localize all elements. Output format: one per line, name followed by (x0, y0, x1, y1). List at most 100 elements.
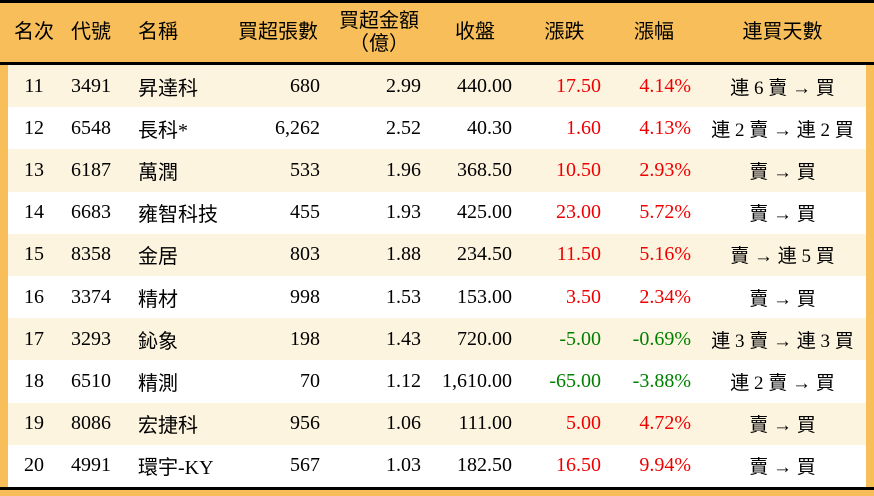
cell-pct: -3.88% (632, 369, 691, 392)
cell-code: 8086 (71, 412, 111, 435)
table-row: 16 3374 精材 998 1.53 153.00 3.50 2.34% 賣 … (8, 275, 866, 319)
col-header-change-label: 漲跌 (544, 21, 585, 43)
cell-volume: 533 (290, 158, 320, 181)
cell-amount: 1.88 (386, 243, 421, 266)
table-header-row: 名次 代號 名稱 買超張數 買超金額 （億） 收盤 漲跌 漲幅 連買天數 (8, 3, 866, 62)
table-row: 19 8086 宏捷科 956 1.06 111.00 5.00 4.72% 賣… (8, 402, 866, 445)
cell-amount: 1.53 (386, 285, 421, 308)
cell-rank: 17 (24, 327, 44, 350)
cell-close: 111.00 (458, 412, 512, 435)
cell-amount: 1.03 (386, 454, 421, 477)
cell-change: 16.50 (556, 454, 601, 477)
cell-name: 昇達科 (138, 77, 198, 100)
cell-amount: 1.43 (386, 327, 421, 350)
col-header-amount-label-line2: （億） (349, 32, 409, 55)
col-header-code: 代號 (60, 21, 122, 44)
table-row: 20 4991 環宇-KY 567 1.03 182.50 16.50 9.94… (8, 444, 866, 487)
cell-change: -65.00 (549, 369, 601, 392)
cell-pct: 9.94% (639, 454, 691, 477)
col-header-pct-label: 漲幅 (634, 21, 674, 43)
cell-rank: 18 (24, 369, 44, 392)
cell-amount: 1.12 (386, 369, 421, 392)
cell-amount: 2.99 (386, 74, 421, 97)
cell-change: 17.50 (556, 74, 601, 97)
cell-volume: 998 (290, 285, 320, 308)
cell-close: 153.00 (457, 285, 512, 308)
cell-name: 金居 (138, 246, 178, 269)
cell-close: 182.50 (457, 454, 512, 477)
cell-code: 3491 (71, 74, 111, 97)
cell-streak: 賣 → 買 (749, 415, 816, 437)
table-body: 11 3491 昇達科 680 2.99 440.00 17.50 4.14% … (8, 65, 866, 487)
cell-change: 10.50 (556, 158, 601, 181)
cell-volume: 455 (290, 201, 320, 224)
cell-streak: 賣 → 買 (749, 204, 816, 226)
cell-streak: 賣 → 買 (749, 161, 816, 183)
cell-name: 精測 (138, 372, 178, 395)
cell-pct: 4.13% (639, 116, 691, 139)
cell-change: -5.00 (559, 327, 601, 350)
cell-rank: 15 (24, 243, 44, 266)
cell-close: 234.50 (457, 243, 512, 266)
cell-code: 6510 (71, 369, 111, 392)
cell-change: 3.50 (566, 285, 601, 308)
cell-streak: 連 2 賣 → 連 2 買 (711, 119, 854, 141)
col-header-rank-label: 名次 (14, 21, 54, 43)
cell-change: 1.60 (566, 116, 601, 139)
cell-volume: 567 (290, 454, 320, 477)
cell-streak: 賣 → 連 5 買 (730, 246, 835, 268)
col-header-name: 名稱 (122, 21, 228, 44)
cell-pct: 4.72% (639, 412, 691, 435)
cell-change: 5.00 (566, 412, 601, 435)
bottom-rule (0, 486, 874, 490)
cell-pct: 2.93% (639, 158, 691, 181)
cell-amount: 1.96 (386, 158, 421, 181)
col-header-change: 漲跌 (520, 21, 609, 44)
cell-name: 宏捷科 (138, 415, 198, 438)
col-header-amount: 買超金額 （億） (328, 10, 430, 56)
cell-close: 440.00 (457, 74, 512, 97)
col-header-volume: 買超張數 (228, 21, 328, 44)
col-header-amount-label-line1: 買超金額 (339, 9, 419, 32)
cell-amount: 2.52 (386, 116, 421, 139)
col-header-volume-label: 買超張數 (238, 21, 318, 43)
cell-rank: 12 (24, 116, 44, 139)
cell-streak: 賣 → 買 (749, 457, 816, 479)
header-rule (0, 62, 874, 65)
cell-streak: 連 3 賣 → 連 3 買 (711, 330, 854, 352)
cell-name: 環宇-KY (138, 457, 214, 480)
col-header-name-label: 名稱 (138, 21, 178, 43)
cell-amount: 1.06 (386, 412, 421, 435)
table-row: 12 6548 長科* 6,262 2.52 40.30 1.60 4.13% … (8, 107, 866, 150)
col-header-pct: 漲幅 (609, 21, 699, 44)
cell-pct: 5.72% (639, 201, 691, 224)
cell-streak: 賣 → 買 (749, 288, 816, 310)
table-row: 18 6510 精測 70 1.12 1,610.00 -65.00 -3.88… (8, 360, 866, 403)
cell-rank: 20 (24, 454, 44, 477)
cell-volume: 198 (290, 327, 320, 350)
cell-change: 11.50 (556, 243, 601, 266)
cell-volume: 70 (300, 369, 320, 392)
top-rule (0, 0, 874, 3)
cell-close: 40.30 (467, 116, 512, 139)
col-header-close: 收盤 (430, 21, 520, 44)
table-row: 13 6187 萬潤 533 1.96 368.50 10.50 2.93% 賣… (8, 149, 866, 192)
col-header-streak-label: 連買天數 (742, 21, 823, 43)
cell-code: 4991 (71, 454, 111, 477)
table-row: 15 8358 金居 803 1.88 234.50 11.50 5.16% 賣… (8, 233, 866, 276)
table-row: 17 3293 鈊象 198 1.43 720.00 -5.00 -0.69% … (8, 318, 866, 361)
cell-rank: 16 (24, 285, 44, 308)
cell-pct: 4.14% (639, 74, 691, 97)
cell-name: 萬潤 (138, 161, 178, 184)
cell-code: 6548 (71, 116, 111, 139)
cell-volume: 6,262 (275, 116, 320, 139)
col-header-close-label: 收盤 (455, 21, 495, 43)
col-header-rank: 名次 (8, 21, 60, 44)
cell-code: 8358 (71, 243, 111, 266)
cell-code: 3293 (71, 327, 111, 350)
cell-pct: 2.34% (639, 285, 691, 308)
cell-change: 23.00 (556, 201, 601, 224)
cell-volume: 680 (290, 74, 320, 97)
cell-streak: 連 6 賣 → 買 (730, 77, 835, 99)
cell-close: 720.00 (457, 327, 512, 350)
